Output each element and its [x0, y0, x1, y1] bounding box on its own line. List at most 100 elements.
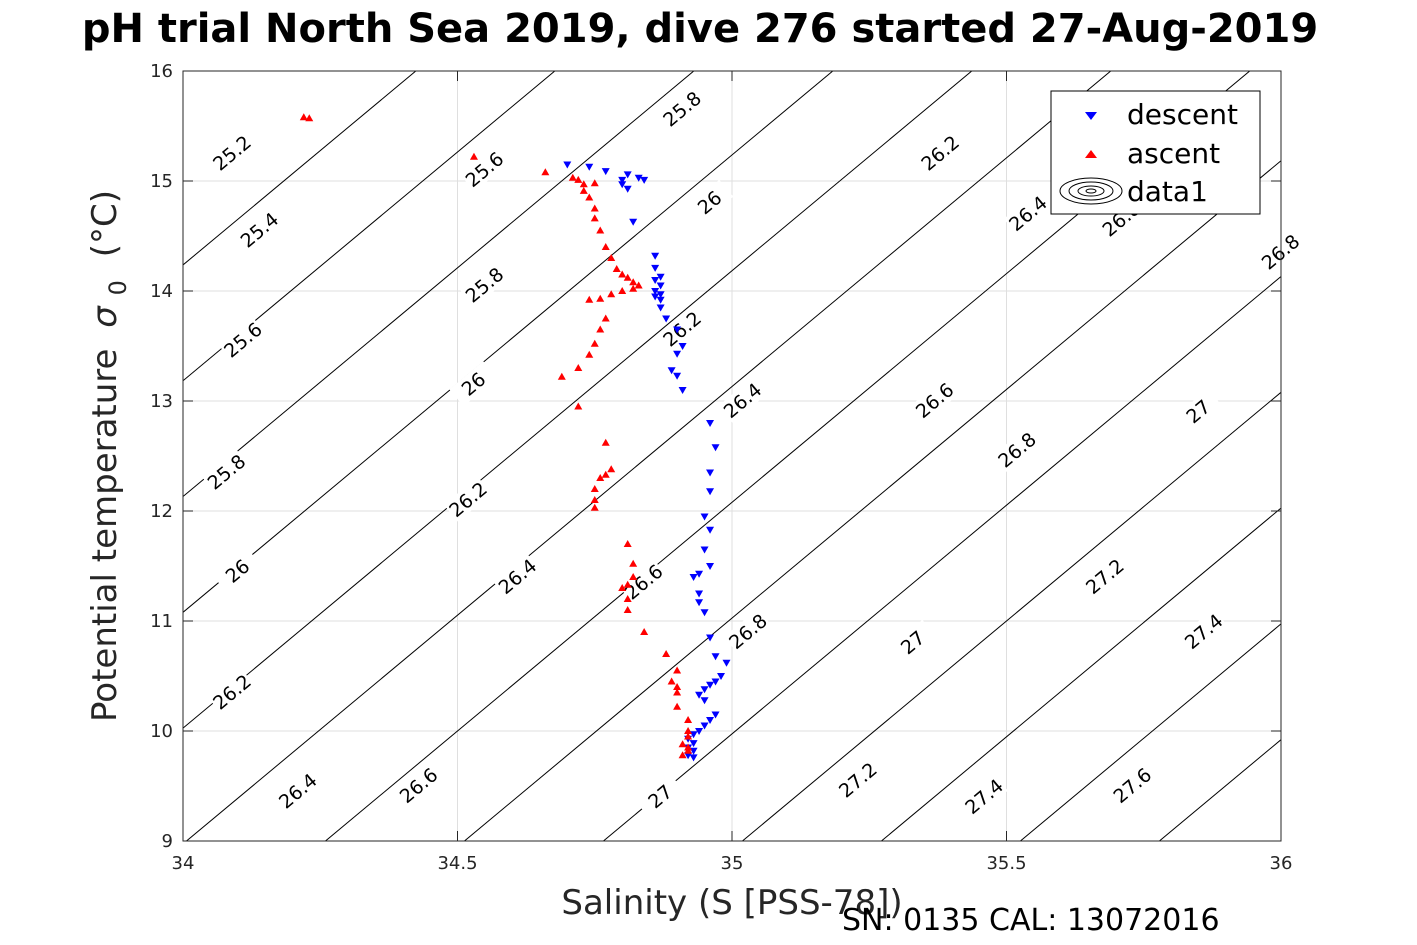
contour-label-bg	[916, 130, 964, 176]
descent-point	[651, 293, 660, 301]
descent-point	[563, 161, 572, 169]
ascent-point	[612, 265, 621, 272]
ascent-point	[590, 503, 599, 511]
contour-label-bg	[493, 553, 542, 599]
ascent-point	[305, 114, 314, 122]
contour-line	[1158, 739, 1281, 841]
chart-title: pH trial North Sea 2019, dive 276 starte…	[82, 6, 1318, 52]
ascent-point	[618, 287, 627, 294]
descent-point	[678, 387, 687, 394]
descent-point	[673, 350, 682, 358]
ascent-point	[590, 339, 599, 347]
descent-point	[706, 469, 715, 477]
y-tick-label: 16	[150, 61, 173, 82]
y-tick-label: 9	[162, 831, 173, 852]
y-tick-label: 13	[150, 391, 173, 412]
ascent-point	[585, 295, 594, 303]
contour-line	[741, 391, 1281, 841]
legend: descent ascent data1	[1050, 90, 1261, 215]
ascent-point	[579, 186, 588, 194]
ascent-point	[623, 273, 632, 281]
descent-point	[700, 513, 709, 521]
ascent-point	[678, 740, 687, 748]
ascent-point	[596, 226, 605, 234]
footer-calibration: SN: 0135 CAL: 13072016	[842, 903, 1220, 938]
descent-point	[689, 731, 698, 739]
contour-label-bg	[207, 130, 256, 176]
series-ascent	[299, 113, 693, 759]
ascent-point	[585, 193, 594, 201]
ascent-point	[299, 113, 308, 121]
contour-label-bg	[1080, 553, 1129, 599]
data-points	[299, 113, 731, 762]
contour-label-bg	[235, 207, 284, 253]
ascent-point	[596, 474, 605, 481]
descent-point	[706, 563, 715, 570]
x-tick-label: 34	[172, 853, 195, 874]
ascent-point	[684, 716, 693, 723]
ascent-point	[623, 580, 632, 588]
contour-label-bg	[460, 146, 509, 192]
ascent-point	[673, 688, 682, 696]
ascent-point	[601, 438, 610, 446]
contour-label-bg	[658, 86, 706, 132]
descent-point	[695, 691, 704, 699]
ascent-point	[601, 314, 610, 322]
descent-point	[700, 546, 709, 554]
ascent-point	[673, 702, 682, 710]
ascent-point	[623, 595, 632, 602]
descent-point	[711, 711, 720, 719]
descent-point	[656, 273, 665, 281]
contour-label-bg	[888, 619, 937, 665]
legend-label-data1: data1	[1127, 175, 1208, 208]
ascent-point	[596, 325, 605, 333]
density-contours	[183, 71, 1281, 841]
descent-point	[651, 288, 660, 295]
descent-point	[623, 185, 632, 193]
contour-label-bg	[636, 773, 684, 819]
ascent-point	[629, 559, 638, 567]
ascent-point	[684, 727, 693, 734]
axis-ticks: 34 34.5 35 35.5 36 9 10 11 12 13 14 15 16	[150, 61, 1292, 874]
ascent-point	[568, 173, 577, 181]
contour-label-bg	[207, 669, 256, 715]
ascent-point	[618, 270, 627, 278]
ascent-point	[640, 628, 649, 635]
descent-point	[678, 343, 687, 350]
legend-box	[1050, 90, 1261, 215]
descent-point	[651, 264, 660, 272]
contour-label-bg	[718, 377, 767, 423]
ascent-point	[590, 179, 599, 187]
descent-point	[689, 574, 698, 581]
ascent-point	[590, 214, 599, 222]
contour-line	[183, 71, 973, 729]
y-tick-label: 11	[150, 611, 173, 632]
contour-label-bg	[658, 306, 706, 352]
ascent-point	[590, 204, 599, 212]
contour-label-bg	[449, 361, 498, 407]
descent-point	[706, 420, 715, 427]
contour-line	[602, 275, 1281, 841]
ascent-point	[662, 650, 671, 657]
contour-label-bg	[202, 449, 251, 495]
contour-label-bg	[619, 559, 668, 605]
ascent-point	[579, 180, 588, 188]
contour-label-bg	[213, 548, 262, 594]
descent-point	[618, 176, 627, 184]
x-tick-label: 35	[721, 853, 744, 874]
descent-point	[618, 181, 627, 189]
descent-point	[656, 282, 665, 290]
ascent-point	[623, 606, 632, 613]
contour-line	[183, 71, 556, 382]
contour-label-bg	[723, 608, 772, 654]
legend-marker-contour	[1059, 177, 1123, 205]
contour-label-bg	[394, 762, 443, 808]
contour-label-bg	[833, 757, 882, 803]
y-tick-label: 12	[150, 501, 173, 522]
ascent-point	[684, 746, 693, 754]
legend-label-descent: descent	[1127, 98, 1238, 131]
descent-point	[684, 752, 693, 760]
contour-label-bg	[1108, 762, 1157, 808]
descent-point	[651, 252, 660, 260]
